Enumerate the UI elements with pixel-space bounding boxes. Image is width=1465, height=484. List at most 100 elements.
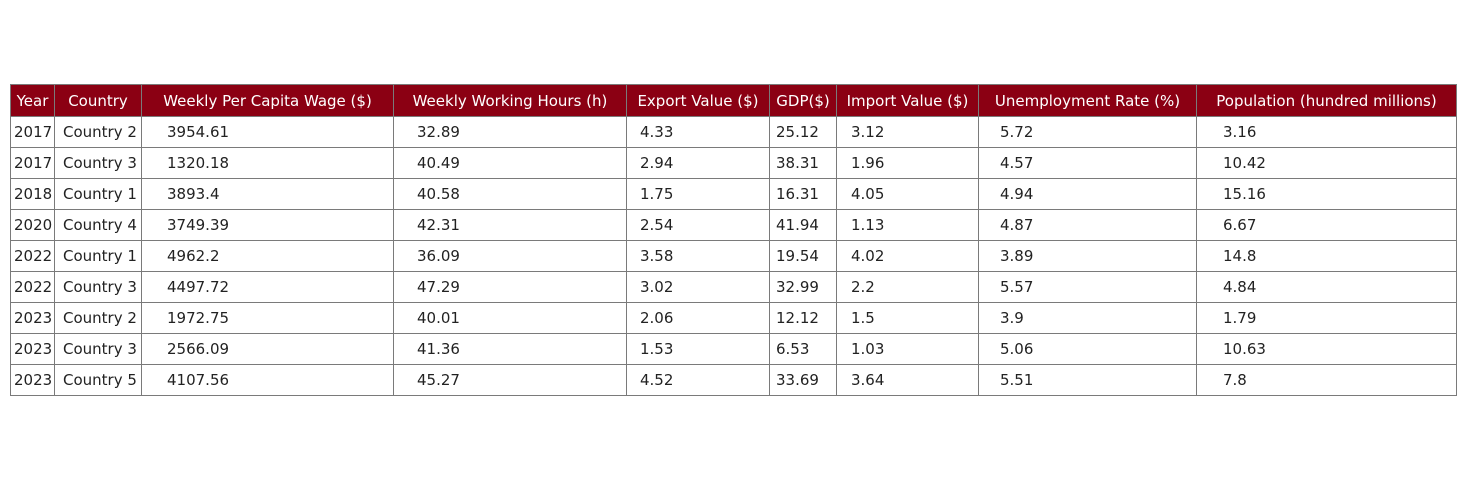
table-cell: 6.67: [1196, 209, 1457, 241]
table-cell: 12.12: [769, 302, 837, 334]
table-cell: 1.79: [1196, 302, 1457, 334]
table-cell: 36.09: [393, 240, 627, 272]
table-cell: 41.94: [769, 209, 837, 241]
table-cell: 2017: [10, 116, 55, 148]
table-cell: 2020: [10, 209, 55, 241]
table-cell: 1.96: [836, 147, 979, 179]
table-row: 2018 Country 1 3893.4 40.58 1.75 16.31 4.05 4.9…: [10, 178, 1457, 210]
table-cell: 25.12: [769, 116, 837, 148]
table-cell: 2.06: [626, 302, 770, 334]
data-table-container: Year Country Weekly Per Capita Wage ($) Wee…: [10, 84, 1457, 396]
table-cell: 40.58: [393, 178, 627, 210]
table-cell: 1320.18: [141, 147, 394, 179]
table-cell: 3.89: [978, 240, 1197, 272]
column-header: Unemployment Rate (%): [978, 84, 1197, 117]
table-cell: 5.51: [978, 364, 1197, 396]
table-cell: 2.54: [626, 209, 770, 241]
table-cell: 40.01: [393, 302, 627, 334]
table-cell: 3.02: [626, 271, 770, 303]
column-header: GDP($): [769, 84, 837, 117]
table-cell: 1.13: [836, 209, 979, 241]
table-cell: 2566.09: [141, 333, 394, 365]
table-cell: 4107.56: [141, 364, 394, 396]
table-cell: 42.31: [393, 209, 627, 241]
table-cell: 10.63: [1196, 333, 1457, 365]
table-cell: 4.02: [836, 240, 979, 272]
table-cell: 4.05: [836, 178, 979, 210]
column-header: Weekly Per Capita Wage ($): [141, 84, 394, 117]
table-cell: 47.29: [393, 271, 627, 303]
table-cell: 3954.61: [141, 116, 394, 148]
table-cell: 3749.39: [141, 209, 394, 241]
table-cell: 5.57: [978, 271, 1197, 303]
table-cell: 1.75: [626, 178, 770, 210]
column-header: Export Value ($): [626, 84, 770, 117]
table-cell: 4.57: [978, 147, 1197, 179]
table-row: 2023 Country 3 2566.09 41.36 1.53 6.53 1.03 5.0…: [10, 333, 1457, 365]
table-cell: 4497.72: [141, 271, 394, 303]
table-row: 2023 Country 2 1972.75 40.01 2.06 12.12 1.5 3.9…: [10, 302, 1457, 334]
table-cell: Country 3: [54, 271, 142, 303]
table-cell: 4.87: [978, 209, 1197, 241]
table-cell: 15.16: [1196, 178, 1457, 210]
table-cell: 3893.4: [141, 178, 394, 210]
table-cell: 2022: [10, 271, 55, 303]
table-cell: 3.9: [978, 302, 1197, 334]
table-row: 2017 Country 2 3954.61 32.89 4.33 25.12 3.12 5.…: [10, 116, 1457, 148]
table-row: 2020 Country 4 3749.39 42.31 2.54 41.94 1.13 4.…: [10, 209, 1457, 241]
table-cell: 38.31: [769, 147, 837, 179]
table-cell: 40.49: [393, 147, 627, 179]
table-cell: Country 1: [54, 178, 142, 210]
table-cell: Country 1: [54, 240, 142, 272]
table-cell: Country 3: [54, 147, 142, 179]
table-cell: 41.36: [393, 333, 627, 365]
table-cell: 1972.75: [141, 302, 394, 334]
column-header: Population (hundred millions): [1196, 84, 1457, 117]
table-cell: 45.27: [393, 364, 627, 396]
table-cell: Country 2: [54, 116, 142, 148]
table-cell: 2017: [10, 147, 55, 179]
table-cell: 4.52: [626, 364, 770, 396]
column-header: Year: [10, 84, 55, 117]
table-cell: 2023: [10, 364, 55, 396]
table-cell: 6.53: [769, 333, 837, 365]
table-cell: 14.8: [1196, 240, 1457, 272]
table-header-row: Year Country Weekly Per Capita Wage ($) Wee…: [10, 84, 1457, 117]
table-cell: 2.94: [626, 147, 770, 179]
table-row: 2023 Country 5 4107.56 45.27 4.52 33.69 3.64 5.…: [10, 364, 1457, 396]
table-cell: Country 3: [54, 333, 142, 365]
table-cell: 2023: [10, 333, 55, 365]
table-row: 2022 Country 3 4497.72 47.29 3.02 32.99 2.2 5.5…: [10, 271, 1457, 303]
table-cell: 3.16: [1196, 116, 1457, 148]
table-cell: 3.64: [836, 364, 979, 396]
table-cell: 4.33: [626, 116, 770, 148]
table-row: 2022 Country 1 4962.2 36.09 3.58 19.54 4.02 3.8…: [10, 240, 1457, 272]
table-cell: 33.69: [769, 364, 837, 396]
table-cell: 16.31: [769, 178, 837, 210]
table-row: 2017 Country 3 1320.18 40.49 2.94 38.31 1.96 4.…: [10, 147, 1457, 179]
table-cell: 1.53: [626, 333, 770, 365]
table-cell: Country 5: [54, 364, 142, 396]
table-cell: 2022: [10, 240, 55, 272]
table-cell: 2.2: [836, 271, 979, 303]
table-cell: 19.54: [769, 240, 837, 272]
table-cell: 2018: [10, 178, 55, 210]
table-cell: 3.12: [836, 116, 979, 148]
table-cell: 2023: [10, 302, 55, 334]
table-cell: 4.94: [978, 178, 1197, 210]
table-cell: 3.58: [626, 240, 770, 272]
column-header: Import Value ($): [836, 84, 979, 117]
table-cell: 4.84: [1196, 271, 1457, 303]
table-cell: 1.03: [836, 333, 979, 365]
table-cell: 5.06: [978, 333, 1197, 365]
table-body: 2017 Country 2 3954.61 32.89 4.33 25.12 3.12 5.…: [10, 116, 1457, 396]
table-cell: Country 2: [54, 302, 142, 334]
table-cell: 7.8: [1196, 364, 1457, 396]
table-cell: 5.72: [978, 116, 1197, 148]
table-cell: 32.99: [769, 271, 837, 303]
table-cell: 1.5: [836, 302, 979, 334]
column-header: Country: [54, 84, 142, 117]
data-table: Year Country Weekly Per Capita Wage ($) Wee…: [10, 84, 1457, 396]
table-cell: 4962.2: [141, 240, 394, 272]
table-cell: 32.89: [393, 116, 627, 148]
